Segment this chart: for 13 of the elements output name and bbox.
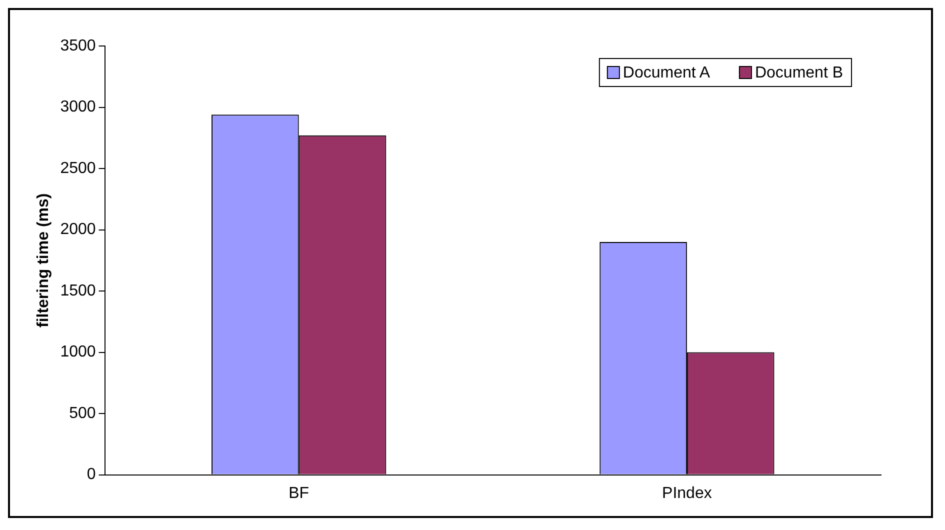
x-tick-label: BF bbox=[288, 484, 310, 502]
y-tick-label: 1500 bbox=[60, 282, 96, 300]
x-tick-label: PIndex bbox=[662, 484, 712, 502]
y-tick-label: 2500 bbox=[60, 160, 96, 177]
y-tick-label: 2000 bbox=[60, 221, 96, 238]
y-axis-title: filtering time (ms) bbox=[35, 193, 52, 328]
legend-label: Document B bbox=[754, 64, 844, 82]
legend-label: Document A bbox=[622, 64, 710, 82]
y-tick-label: 0 bbox=[86, 466, 96, 484]
y-tick-label: 1000 bbox=[60, 344, 96, 361]
y-tick-label: 3000 bbox=[60, 98, 96, 116]
y-tick-label: 3500 bbox=[60, 37, 96, 54]
y-tick-label: 500 bbox=[69, 404, 96, 422]
